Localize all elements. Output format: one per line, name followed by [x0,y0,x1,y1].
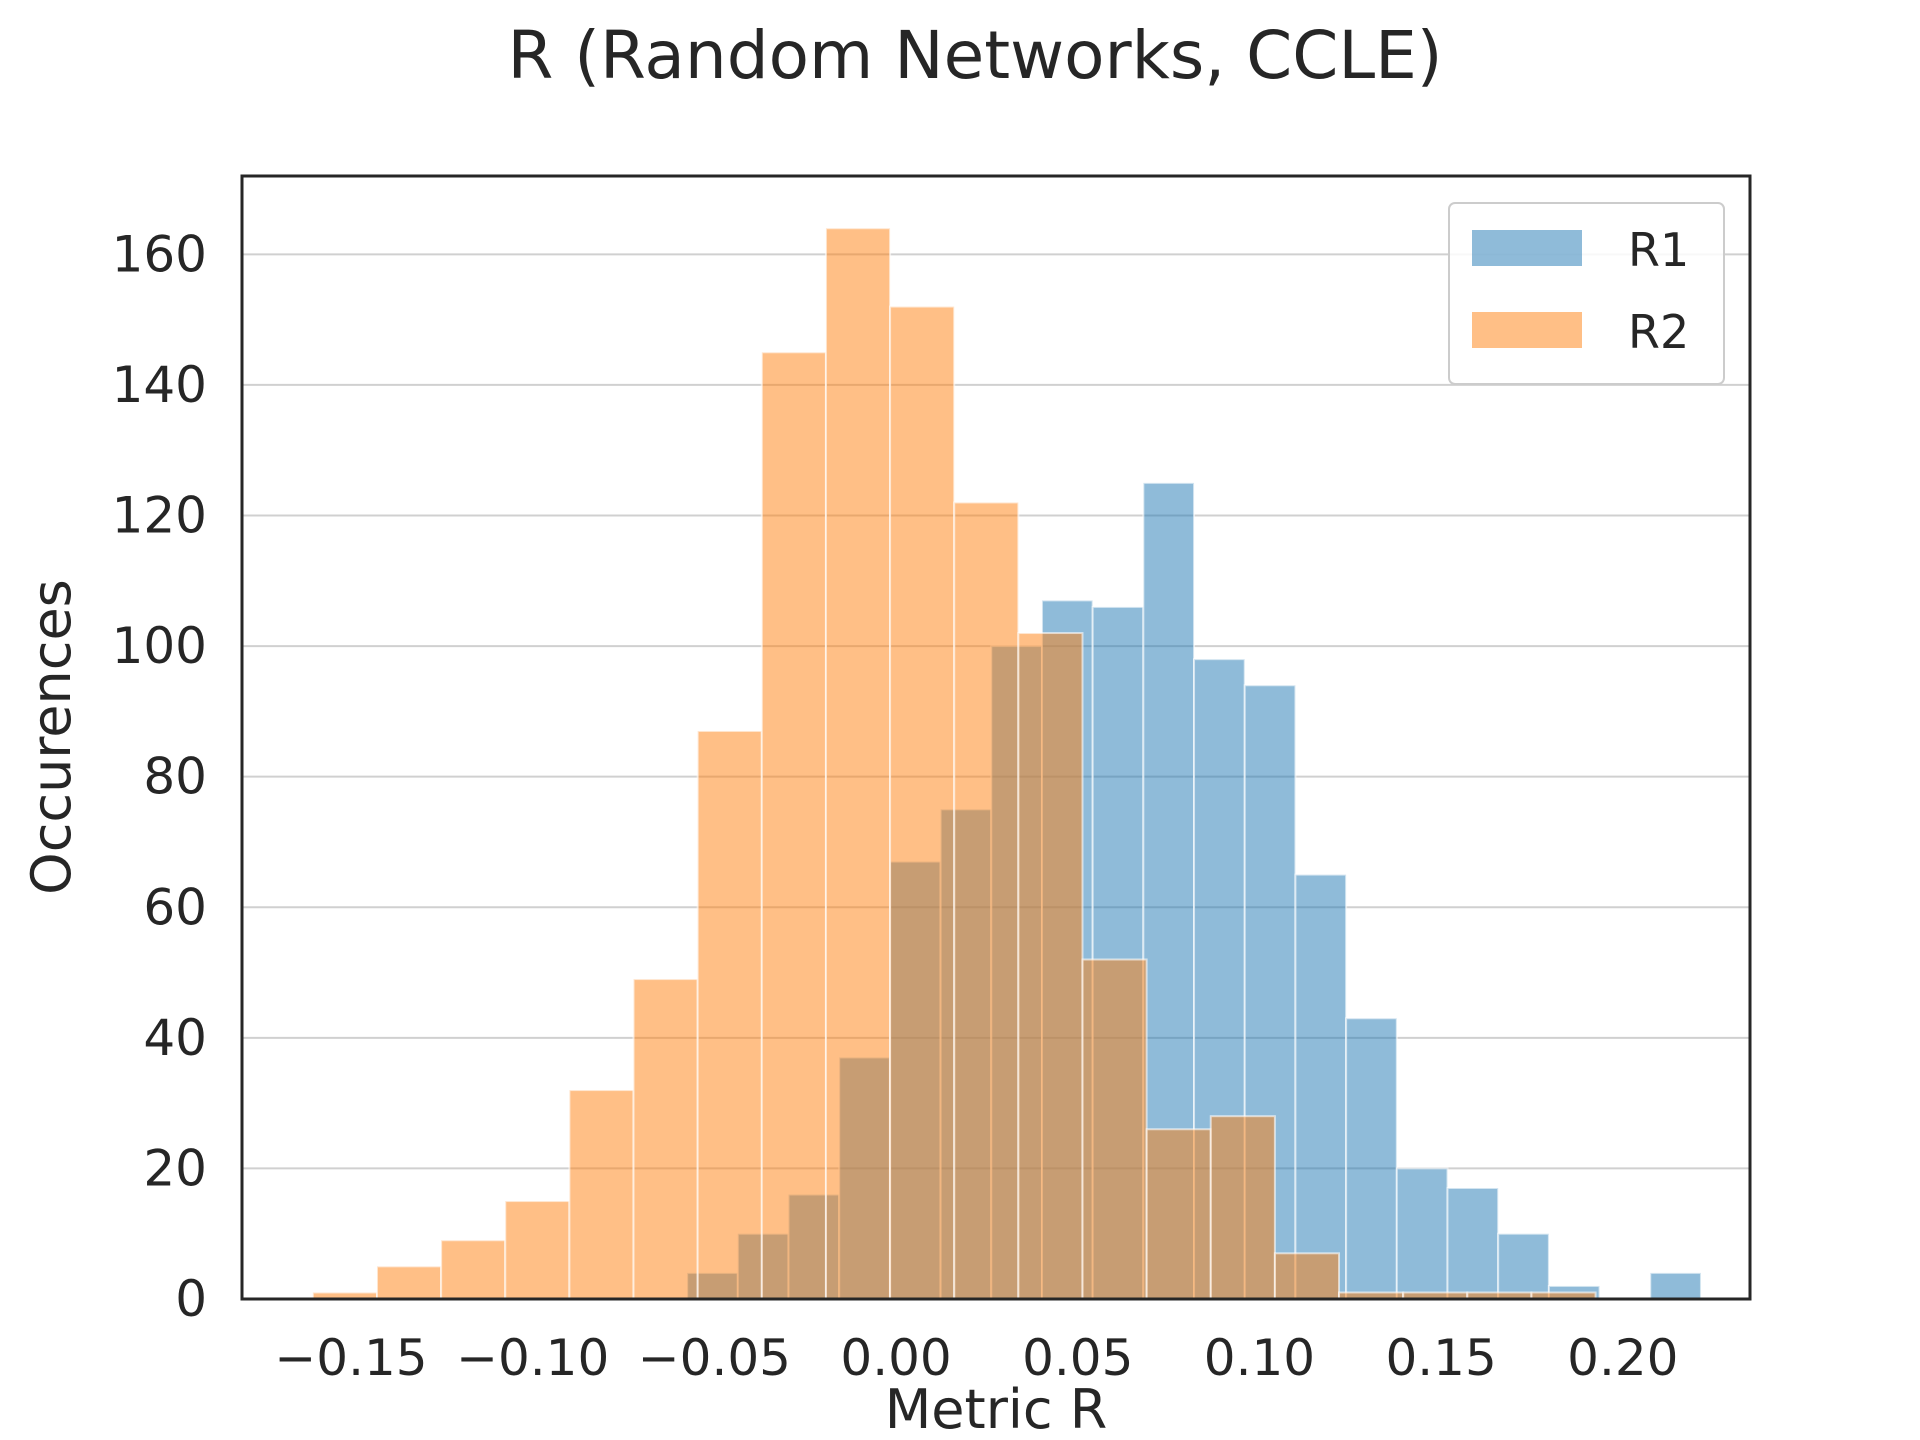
legend-label-r1: R1 [1628,223,1689,277]
bar-r1-19 [1649,1271,1702,1300]
bar-r2-10 [953,501,1020,1300]
x-tick-label-1: −0.10 [456,1329,609,1387]
bar-r2-6 [696,729,763,1300]
bar-r2-12 [1081,958,1148,1300]
bar-r1-12 [1294,873,1348,1300]
x-tick-label-2: −0.05 [638,1329,791,1387]
bar-r2-1 [375,1265,443,1300]
x-axis-ticks: −0.15 −0.10 −0.05 0.00 0.05 0.10 0.15 0.20 [274,1329,1678,1387]
x-tick-label-4: 0.05 [1022,1329,1133,1387]
y-tick-label-2: 40 [143,1009,207,1067]
y-tick-label-1: 20 [143,1139,207,1197]
bar-r2-2 [440,1239,507,1301]
y-axis-label: Occurences [20,579,83,895]
bar-r2-4 [568,1089,635,1301]
bar-r1-14 [1395,1167,1449,1300]
y-tick-label-5: 100 [112,617,207,675]
x-tick-label-7: 0.20 [1567,1329,1678,1387]
bar-r2-15 [1273,1252,1341,1300]
y-tick-label-8: 160 [112,225,207,283]
x-axis-label: Metric R [885,1378,1108,1440]
y-tick-label-4: 80 [143,748,207,806]
plot-frame [240,174,1752,1301]
legend-swatch-r2 [1472,312,1582,348]
x-tick-label-3: 0.00 [840,1329,951,1387]
x-tick-label-5: 0.10 [1204,1329,1315,1387]
legend-swatch-r1 [1472,230,1582,266]
legend: R1 R2 [1448,202,1725,385]
y-tick-label-7: 140 [112,356,207,414]
bar-r1-13 [1345,1017,1398,1300]
bar-r1-16 [1497,1232,1550,1301]
y-axis-ticks: 0 20 40 60 80 100 120 140 160 [112,225,207,1328]
y-tick-label-0: 0 [175,1270,207,1328]
bars [311,227,1702,1301]
x-tick-label-0: −0.15 [274,1329,427,1387]
legend-label-r2: R2 [1628,305,1689,359]
bar-r2-8 [824,227,892,1301]
bar-r1-15 [1446,1187,1500,1301]
chart-title: R (Random Networks, CCLE) [507,17,1442,94]
bar-r2-13 [1145,1128,1212,1300]
bar-r2-14 [1209,1115,1276,1300]
x-tick-label-6: 0.15 [1385,1329,1496,1387]
bar-r2-11 [1017,632,1084,1300]
bar-r2-5 [632,978,699,1300]
bar-r2-3 [504,1200,571,1301]
bar-r2-9 [889,305,956,1300]
bar-r2-7 [760,351,827,1300]
y-tick-label-6: 120 [112,487,207,545]
y-tick-label-3: 60 [143,878,207,936]
